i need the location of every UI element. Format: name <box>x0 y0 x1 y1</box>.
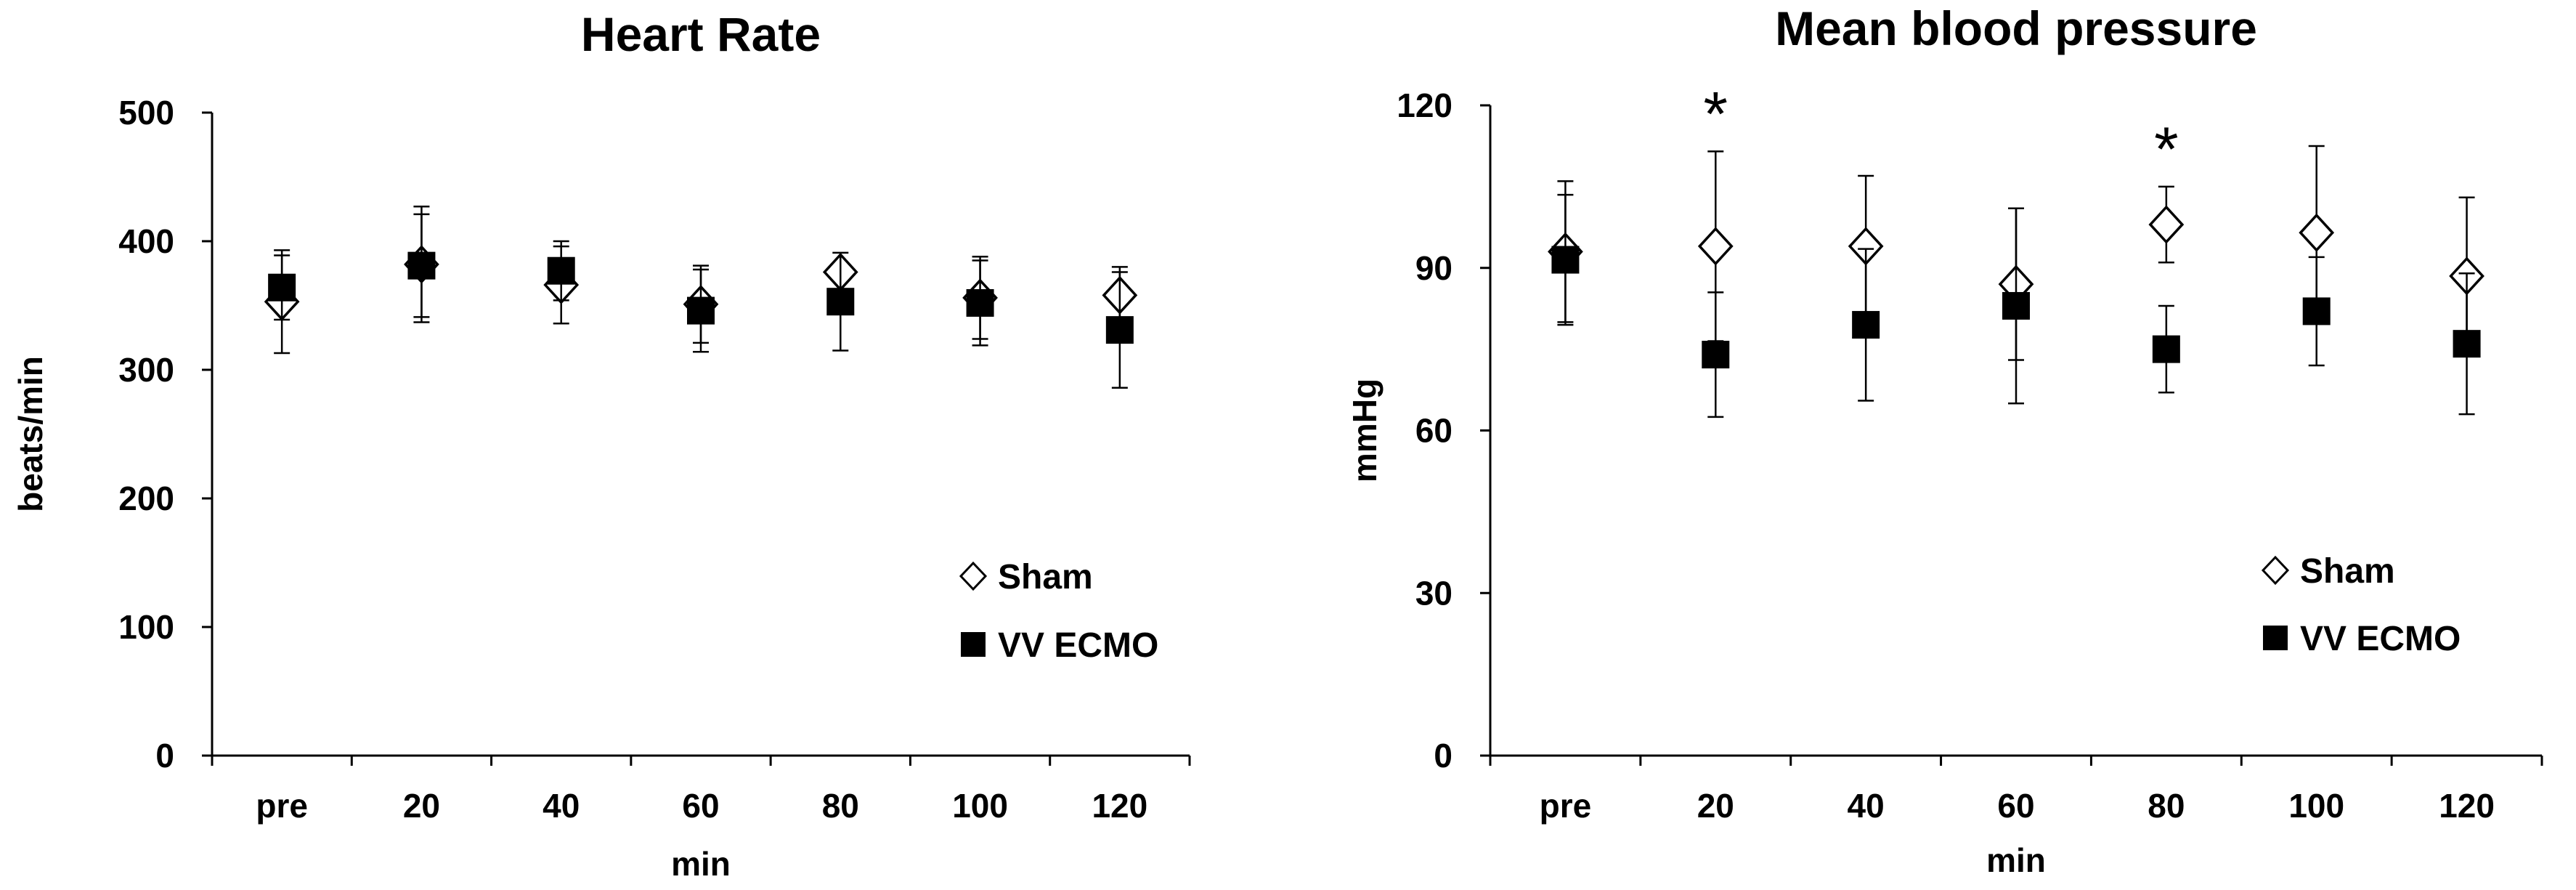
chart-title: Mean blood pressure <box>1775 1 2257 55</box>
y-tick-label: 120 <box>1397 86 1452 124</box>
data-point-sham <box>2299 213 2335 252</box>
x-tick-label: pre <box>256 787 308 825</box>
x-axis-label: min <box>671 845 731 883</box>
legend-label: VV ECMO <box>998 626 1158 665</box>
x-tick-label: 60 <box>682 787 719 825</box>
y-tick-label: 300 <box>118 351 174 389</box>
chart-title: Heart Rate <box>581 7 821 61</box>
y-tick-label: 200 <box>118 480 174 517</box>
data-point-sham <box>1697 227 1734 266</box>
x-tick-label: 100 <box>2288 787 2344 825</box>
y-tick-label: 0 <box>155 737 174 774</box>
data-point-vv-ecmo <box>2002 291 2030 320</box>
significance-asterisk: * <box>2154 115 2178 185</box>
legend-label: VV ECMO <box>2300 620 2461 658</box>
legend-marker-sham <box>959 561 988 591</box>
legend-marker-vv-ecmo <box>961 632 986 657</box>
data-point-vv-ecmo <box>687 296 715 325</box>
data-point-vv-ecmo <box>1852 311 1880 339</box>
data-point-vv-ecmo <box>1105 316 1134 344</box>
x-tick-label: 80 <box>822 787 859 825</box>
y-tick-label: 500 <box>118 94 174 132</box>
legend-marker-sham <box>2261 555 2290 586</box>
x-tick-label: 20 <box>403 787 440 825</box>
x-tick-label: 40 <box>543 787 580 825</box>
legend: Sham VV ECMO <box>2261 552 2461 658</box>
x-tick-label: 20 <box>1697 787 1734 825</box>
chart-heart-rate: Heart Rate 0 100 200 300 400 500 pre 20 40 60 80 100… <box>12 7 1191 883</box>
data-point-vv-ecmo <box>1551 246 1580 274</box>
data-point-vv-ecmo <box>2302 297 2331 325</box>
chart-mean-blood-pressure: Mean blood pressure 0 30 60 90 120 pre 20 40 60 80… <box>1346 1 2543 879</box>
series-vv-ecmo <box>1551 193 2481 418</box>
data-point-vv-ecmo <box>2453 330 2481 358</box>
data-point-vv-ecmo <box>2152 335 2180 363</box>
x-axis-label: min <box>1986 841 2046 879</box>
y-tick-label: 90 <box>1415 249 1452 287</box>
x-tick-label: 120 <box>2439 787 2495 825</box>
x-tick-label: 100 <box>952 787 1008 825</box>
x-tick-label: 40 <box>1848 787 1885 825</box>
x-tick-label: 80 <box>2148 787 2185 825</box>
data-point-vv-ecmo <box>966 288 994 317</box>
series-vv-ecmo <box>268 213 1134 389</box>
x-tick-label: 60 <box>1997 787 2034 825</box>
legend-marker-vv-ecmo <box>2263 626 2288 650</box>
legend-label: Sham <box>2300 552 2395 591</box>
data-point-sham <box>2148 205 2185 244</box>
significance-asterisk: * <box>1704 79 1728 149</box>
y-tick-label: 0 <box>1434 737 1452 774</box>
x-tick-label: pre <box>1540 787 1592 825</box>
legend: Sham VV ECMO <box>959 558 1158 665</box>
data-point-vv-ecmo <box>826 288 855 316</box>
y-tick-label: 100 <box>118 608 174 646</box>
data-point-vv-ecmo <box>547 256 575 285</box>
y-tick-label: 30 <box>1415 574 1452 612</box>
legend-label: Sham <box>998 558 1093 596</box>
x-tick-label: 120 <box>1092 787 1147 825</box>
y-axis-label: beats/min <box>12 356 49 512</box>
data-point-vv-ecmo <box>1702 341 1730 369</box>
data-point-vv-ecmo <box>268 273 296 302</box>
y-tick-label: 60 <box>1415 412 1452 450</box>
y-tick-label: 400 <box>118 222 174 260</box>
y-axis-label: mmHg <box>1346 379 1384 482</box>
data-point-vv-ecmo <box>407 251 436 280</box>
